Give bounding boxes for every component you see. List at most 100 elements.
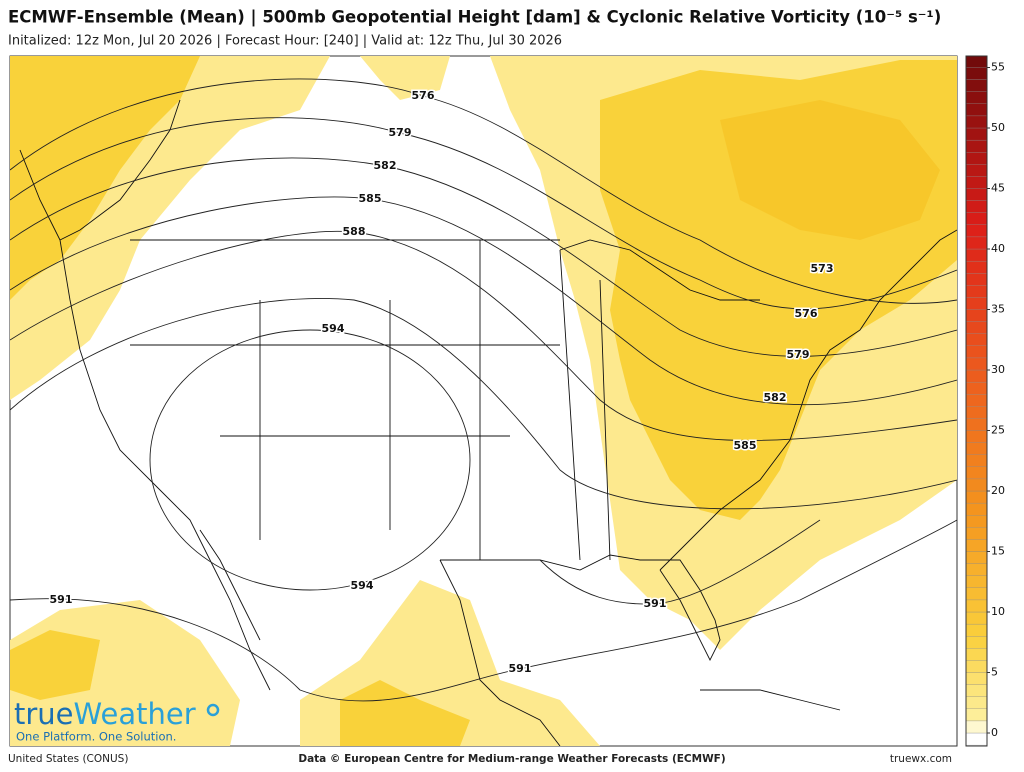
map: 576 579 582 585 588 594 573 576 579 582 585 594 591 5…	[9, 55, 958, 747]
colorbar-tick-label: 45	[991, 182, 1005, 195]
colorbar-band	[965, 357, 988, 371]
colorbar-band	[965, 176, 988, 189]
footer-credit: Data © European Centre for Medium-range …	[298, 753, 725, 765]
colorbar-band	[965, 321, 988, 334]
subtitle: Initalized: 12z Mon, Jul 20 2026 | Forec…	[8, 34, 562, 49]
colorbar-tick-label: 35	[991, 303, 1005, 316]
colorbar-band	[965, 539, 988, 552]
colorbar-band	[965, 381, 988, 395]
colorbar-band	[965, 394, 988, 407]
colorbar-band	[965, 684, 988, 697]
colorbar-band	[965, 720, 988, 734]
colorbar-band	[965, 152, 988, 165]
contour-label: 585	[734, 439, 757, 452]
contour-label: 579	[787, 348, 810, 361]
colorbar-band	[965, 236, 988, 250]
contour-label: 576	[795, 307, 818, 320]
colorbar-tick-label: 50	[991, 121, 1005, 134]
contour-label: 591	[509, 662, 532, 675]
logo-name-part1: true	[14, 697, 74, 731]
colorbar-band	[965, 188, 988, 201]
contour-label: 594	[351, 579, 374, 592]
colorbar-band	[965, 297, 988, 310]
contour-label: 582	[374, 159, 397, 172]
colorbar-band	[965, 611, 988, 625]
contour-label: 594	[322, 322, 345, 335]
colorbar-band	[965, 91, 988, 104]
contour-label: 585	[359, 192, 382, 205]
colorbar-band	[965, 418, 988, 431]
colorbar-band	[965, 333, 988, 346]
colorbar-band	[965, 490, 988, 504]
contour-label: 591	[50, 593, 73, 606]
colorbar-tick-label: 30	[991, 363, 1005, 376]
colorbar-band	[965, 273, 988, 286]
logo: trueWeather One Platform. One Solution.	[14, 697, 220, 744]
colorbar-band	[965, 623, 988, 637]
colorbar-band	[965, 164, 988, 177]
colorbar-tick-label: 25	[991, 424, 1005, 437]
colorbar-band	[965, 139, 988, 153]
title: ECMWF-Ensemble (Mean) | 500mb Geopotenti…	[8, 8, 941, 28]
colorbar-tick-label: 10	[991, 605, 1005, 618]
colorbar-band	[965, 127, 988, 141]
colorbar-band	[965, 103, 988, 117]
contour-label: 579	[389, 126, 412, 139]
colorbar-band	[965, 599, 988, 613]
colorbar-band	[965, 55, 988, 68]
colorbar-band	[965, 115, 988, 129]
contour-label: 573	[811, 262, 834, 275]
colorbar-band	[965, 672, 988, 685]
colorbar-band	[965, 696, 988, 709]
contour-labels: 576 579 582 585 588 594 573 576 579 582 585 594 591 5…	[48, 88, 835, 677]
logo-name-part2: Weather	[74, 697, 196, 731]
contour-label: 591	[644, 597, 667, 610]
colorbar-band	[965, 587, 988, 601]
colorbar-tick-label: 55	[991, 61, 1005, 74]
footer-region: United States (CONUS)	[8, 753, 128, 765]
colorbar-band	[965, 406, 988, 419]
colorbar-band	[965, 563, 988, 576]
colorbar-band	[965, 575, 988, 588]
colorbar-band	[965, 551, 988, 564]
logo-name: trueWeather	[14, 697, 196, 731]
height-contours	[10, 78, 957, 702]
colorbar-band	[965, 430, 988, 443]
colorbar-band	[965, 660, 988, 673]
colorbar-band	[965, 527, 988, 540]
colorbar-band	[965, 502, 988, 516]
colorbar-tick-label: 5	[991, 666, 998, 679]
colorbar-band	[965, 309, 988, 322]
colorbar-band	[965, 442, 988, 455]
colorbar-band	[965, 285, 988, 298]
colorbar-band	[965, 200, 988, 213]
colorbar-band	[965, 708, 988, 722]
colorbar-band	[965, 515, 988, 528]
colorbar-band	[965, 79, 988, 92]
logo-tagline: One Platform. One Solution.	[16, 730, 176, 744]
contour-label: 582	[764, 391, 787, 404]
colorbar-tick-label: 0	[991, 726, 998, 739]
contour-label: 576	[412, 89, 435, 102]
colorbar-band	[965, 636, 988, 649]
colorbar-tick-label: 20	[991, 484, 1005, 497]
colorbar-tick-label: 15	[991, 545, 1005, 558]
colorbar-band	[965, 369, 988, 383]
contour-label: 588	[343, 225, 366, 238]
colorbar-band	[965, 248, 988, 262]
colorbar-band	[965, 454, 988, 467]
colorbar-band	[965, 67, 988, 80]
colorbar-band	[965, 260, 988, 274]
footer-site: truewx.com	[890, 753, 952, 765]
colorbar-band	[965, 648, 988, 661]
colorbar-band	[965, 212, 988, 225]
colorbar-tick-label: 40	[991, 242, 1005, 255]
logo-dot	[206, 703, 220, 717]
colorbar-band	[965, 345, 988, 359]
colorbar-band	[965, 732, 988, 746]
colorbar: 0 5 10 15 20 25 30 35 40 45 50 55	[965, 55, 1005, 747]
vorticity-fill	[10, 56, 957, 746]
colorbar-band	[965, 478, 988, 492]
colorbar-band	[965, 466, 988, 480]
